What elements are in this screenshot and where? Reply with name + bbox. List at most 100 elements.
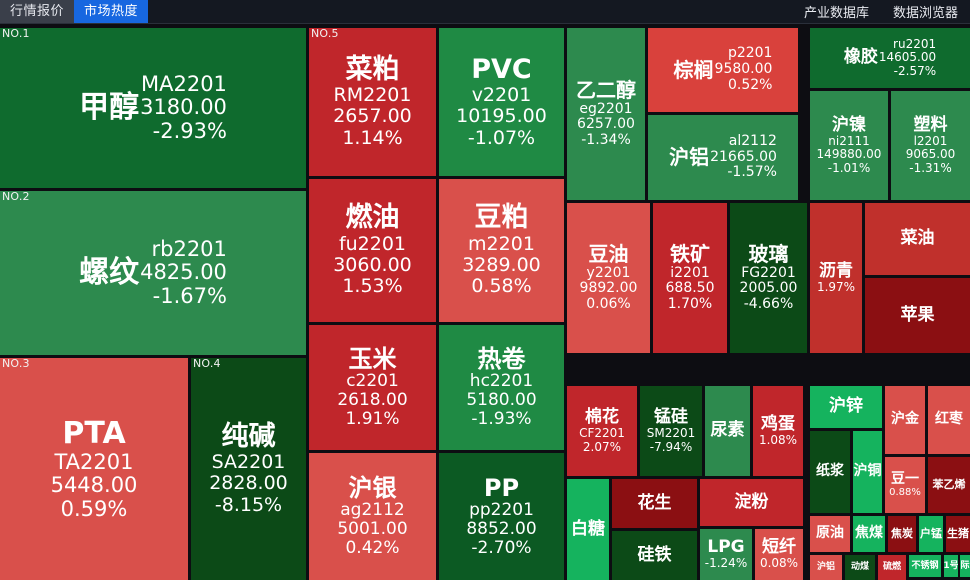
treemap-tile[interactable]: 尿素	[705, 386, 750, 476]
treemap-tile[interactable]: 白糖	[567, 479, 609, 580]
nav-industry-database[interactable]: 产业数据库	[803, 6, 869, 21]
tile-values: c2201 2618.00 1.91%	[337, 372, 407, 429]
treemap-tile[interactable]: 橡胶 ru2201 14605.00 -2.57%	[810, 28, 970, 88]
treemap-tile[interactable]: 生猪	[946, 516, 970, 552]
treemap-tile[interactable]: 苯乙烯	[928, 457, 970, 513]
tile-price: 14605.00	[878, 50, 937, 65]
tile-content: 塑料 l2201 9065.00 -1.31%	[906, 115, 956, 175]
treemap-tile[interactable]: 沪铝	[810, 555, 842, 580]
tile-values: ni2111 149880.00 -1.01%	[817, 133, 882, 175]
tile-content: 不锈钢	[911, 561, 938, 571]
tab-market-heat[interactable]: 市场热度	[74, 0, 149, 23]
tile-name: 沪银	[348, 473, 397, 502]
treemap-tile[interactable]: 沪铜	[853, 431, 882, 513]
treemap-tile[interactable]: 燃油 fu2201 3060.00 1.53%	[309, 179, 436, 322]
tile-price: 5448.00	[50, 473, 138, 498]
treemap-tile[interactable]: 玻璃 FG2201 2005.00 -4.66%	[730, 203, 807, 353]
tile-contract-code: ni2111	[828, 133, 870, 148]
treemap-tile[interactable]: 豆粕 m2201 3289.00 0.58%	[439, 179, 564, 322]
tile-values: p2201 9580.00 0.52%	[715, 46, 773, 93]
treemap-tile[interactable]: NO.4 纯碱 SA2201 2828.00 -8.15%	[191, 358, 306, 580]
tab-quotes[interactable]: 行情报价	[0, 0, 75, 23]
treemap-tile[interactable]: NO.1 甲醇 MA2201 3180.00 -2.93%	[0, 28, 306, 188]
treemap-tile[interactable]: 沪金	[885, 386, 925, 454]
nav-data-browser[interactable]: 数据浏览器	[892, 6, 958, 21]
tile-name: 玉米	[348, 344, 397, 373]
treemap-tile[interactable]: 鸡蛋 1.08%	[753, 386, 803, 476]
tile-rank-label: NO.3	[2, 358, 30, 370]
tile-name: 花生	[637, 492, 672, 513]
tile-content: 铁矿 i2201 688.50 1.70%	[666, 243, 715, 312]
treemap-tile[interactable]: 乙二醇 eg2201 6257.00 -1.34%	[567, 28, 645, 200]
treemap-tile[interactable]: 豆油 y2201 9892.00 0.06%	[567, 203, 650, 353]
tile-price: 10195.00	[456, 105, 547, 128]
treemap-tile[interactable]: PP pp2201 8852.00 -2.70%	[439, 453, 564, 580]
tile-change-pct: 2.07%	[582, 439, 622, 454]
treemap-tile[interactable]: 沪镍 ni2111 149880.00 -1.01%	[810, 91, 888, 200]
treemap-tile[interactable]: 铁矿 i2201 688.50 1.70%	[653, 203, 727, 353]
tile-name: 焦煤	[855, 525, 883, 542]
treemap-tile[interactable]: 热卷 hc2201 5180.00 -1.93%	[439, 325, 564, 450]
tile-values: 0.88%	[889, 487, 921, 498]
tile-content: 豆一 0.88%	[889, 471, 921, 499]
treemap-tile[interactable]: NO.3 PTA TA2201 5448.00 0.59%	[0, 358, 188, 580]
tile-name: 乙二醇	[576, 78, 636, 103]
tile-content: 燃油 fu2201 3060.00 1.53%	[333, 203, 412, 297]
treemap-tile[interactable]: 硫燃	[878, 555, 906, 580]
treemap-tile[interactable]: 沪锌	[810, 386, 882, 428]
treemap-tile[interactable]: 玉米 c2201 2618.00 1.91%	[309, 325, 436, 450]
treemap-tile[interactable]: 硅铁	[612, 531, 697, 580]
treemap-tile[interactable]: 户锰	[919, 516, 943, 552]
tile-name: 菜粕	[345, 53, 400, 85]
tile-contract-code: hc2201	[469, 371, 534, 392]
tile-name: 热卷	[477, 344, 526, 373]
treemap-tile[interactable]: 沪铝 al2112 21665.00 -1.57%	[648, 115, 798, 200]
top-toolbar: 行情报价 市场热度 产业数据库 数据浏览器	[0, 0, 970, 24]
tile-name: LPG	[707, 537, 745, 558]
treemap-tile[interactable]: 豆一 0.88%	[885, 457, 925, 513]
treemap-tile[interactable]: 淀粉	[700, 479, 803, 526]
treemap-tile[interactable]: 苹果	[865, 278, 970, 353]
treemap-tile[interactable]: PVC v2201 10195.00 -1.07%	[439, 28, 564, 176]
treemap-tile[interactable]: 焦煤	[853, 516, 885, 552]
treemap-tile[interactable]: 棉花 CF2201 2.07%	[567, 386, 637, 476]
tile-name: 沪铜	[853, 463, 882, 480]
tile-change-pct: -1.01%	[827, 160, 871, 175]
treemap-tile[interactable]: 原油	[810, 516, 850, 552]
treemap-tile[interactable]: 塑料 l2201 9065.00 -1.31%	[891, 91, 970, 200]
tile-values: 0.08%	[760, 556, 798, 570]
treemap-tile[interactable]: 焦炭	[888, 516, 916, 552]
treemap-tile[interactable]: 1号	[944, 555, 958, 577]
treemap-tile[interactable]: 菜油	[865, 203, 970, 275]
treemap-tile[interactable]: NO.2 螺纹 rb2201 4825.00 -1.67%	[0, 191, 306, 355]
treemap-tile[interactable]: NO.5 菜粕 RM2201 2657.00 1.14%	[309, 28, 436, 176]
tile-content: PVC v2201 10195.00 -1.07%	[456, 54, 547, 149]
tile-name: PTA	[62, 415, 126, 451]
treemap-tile[interactable]: 动煤	[845, 555, 875, 580]
treemap-tile[interactable]: 沥青 1.97%	[810, 203, 862, 353]
treemap-tile[interactable]: 锰硅 SM2201 -7.94%	[640, 386, 702, 476]
tile-content: 动煤	[851, 562, 869, 572]
treemap-tile[interactable]: 花生	[612, 479, 697, 528]
tile-change-pct: 1.97%	[816, 279, 856, 294]
tile-values: ru2201 14605.00 -2.57%	[878, 37, 937, 78]
treemap-tile[interactable]: 短纤 0.08%	[755, 529, 803, 580]
tile-content: 豆油 y2201 9892.00 0.06%	[580, 243, 638, 312]
treemap-tile[interactable]: 不锈钢	[909, 555, 941, 577]
tile-name: 际	[960, 560, 970, 571]
treemap-tile[interactable]: LPG -1.24%	[700, 529, 752, 580]
tile-price: 9580.00	[714, 61, 773, 78]
tile-content: 硅铁	[638, 545, 672, 565]
tile-name: PP	[483, 473, 520, 502]
treemap-tile[interactable]: 纸浆	[810, 431, 850, 513]
tile-contract-code: i2201	[670, 264, 710, 281]
tile-values: v2201 10195.00 -1.07%	[456, 84, 547, 149]
treemap-tile[interactable]: 棕榈 p2201 9580.00 0.52%	[648, 28, 798, 112]
treemap-tile[interactable]: 际	[960, 555, 970, 577]
treemap-tile[interactable]: 沪银 ag2112 5001.00 0.42%	[309, 453, 436, 580]
tile-content: 1号	[944, 561, 958, 571]
tile-contract-code: eg2201	[579, 100, 633, 117]
treemap-tile[interactable]: 红枣	[928, 386, 970, 454]
tile-content: 白糖	[571, 519, 605, 539]
tile-content: 沪锌	[829, 397, 863, 416]
